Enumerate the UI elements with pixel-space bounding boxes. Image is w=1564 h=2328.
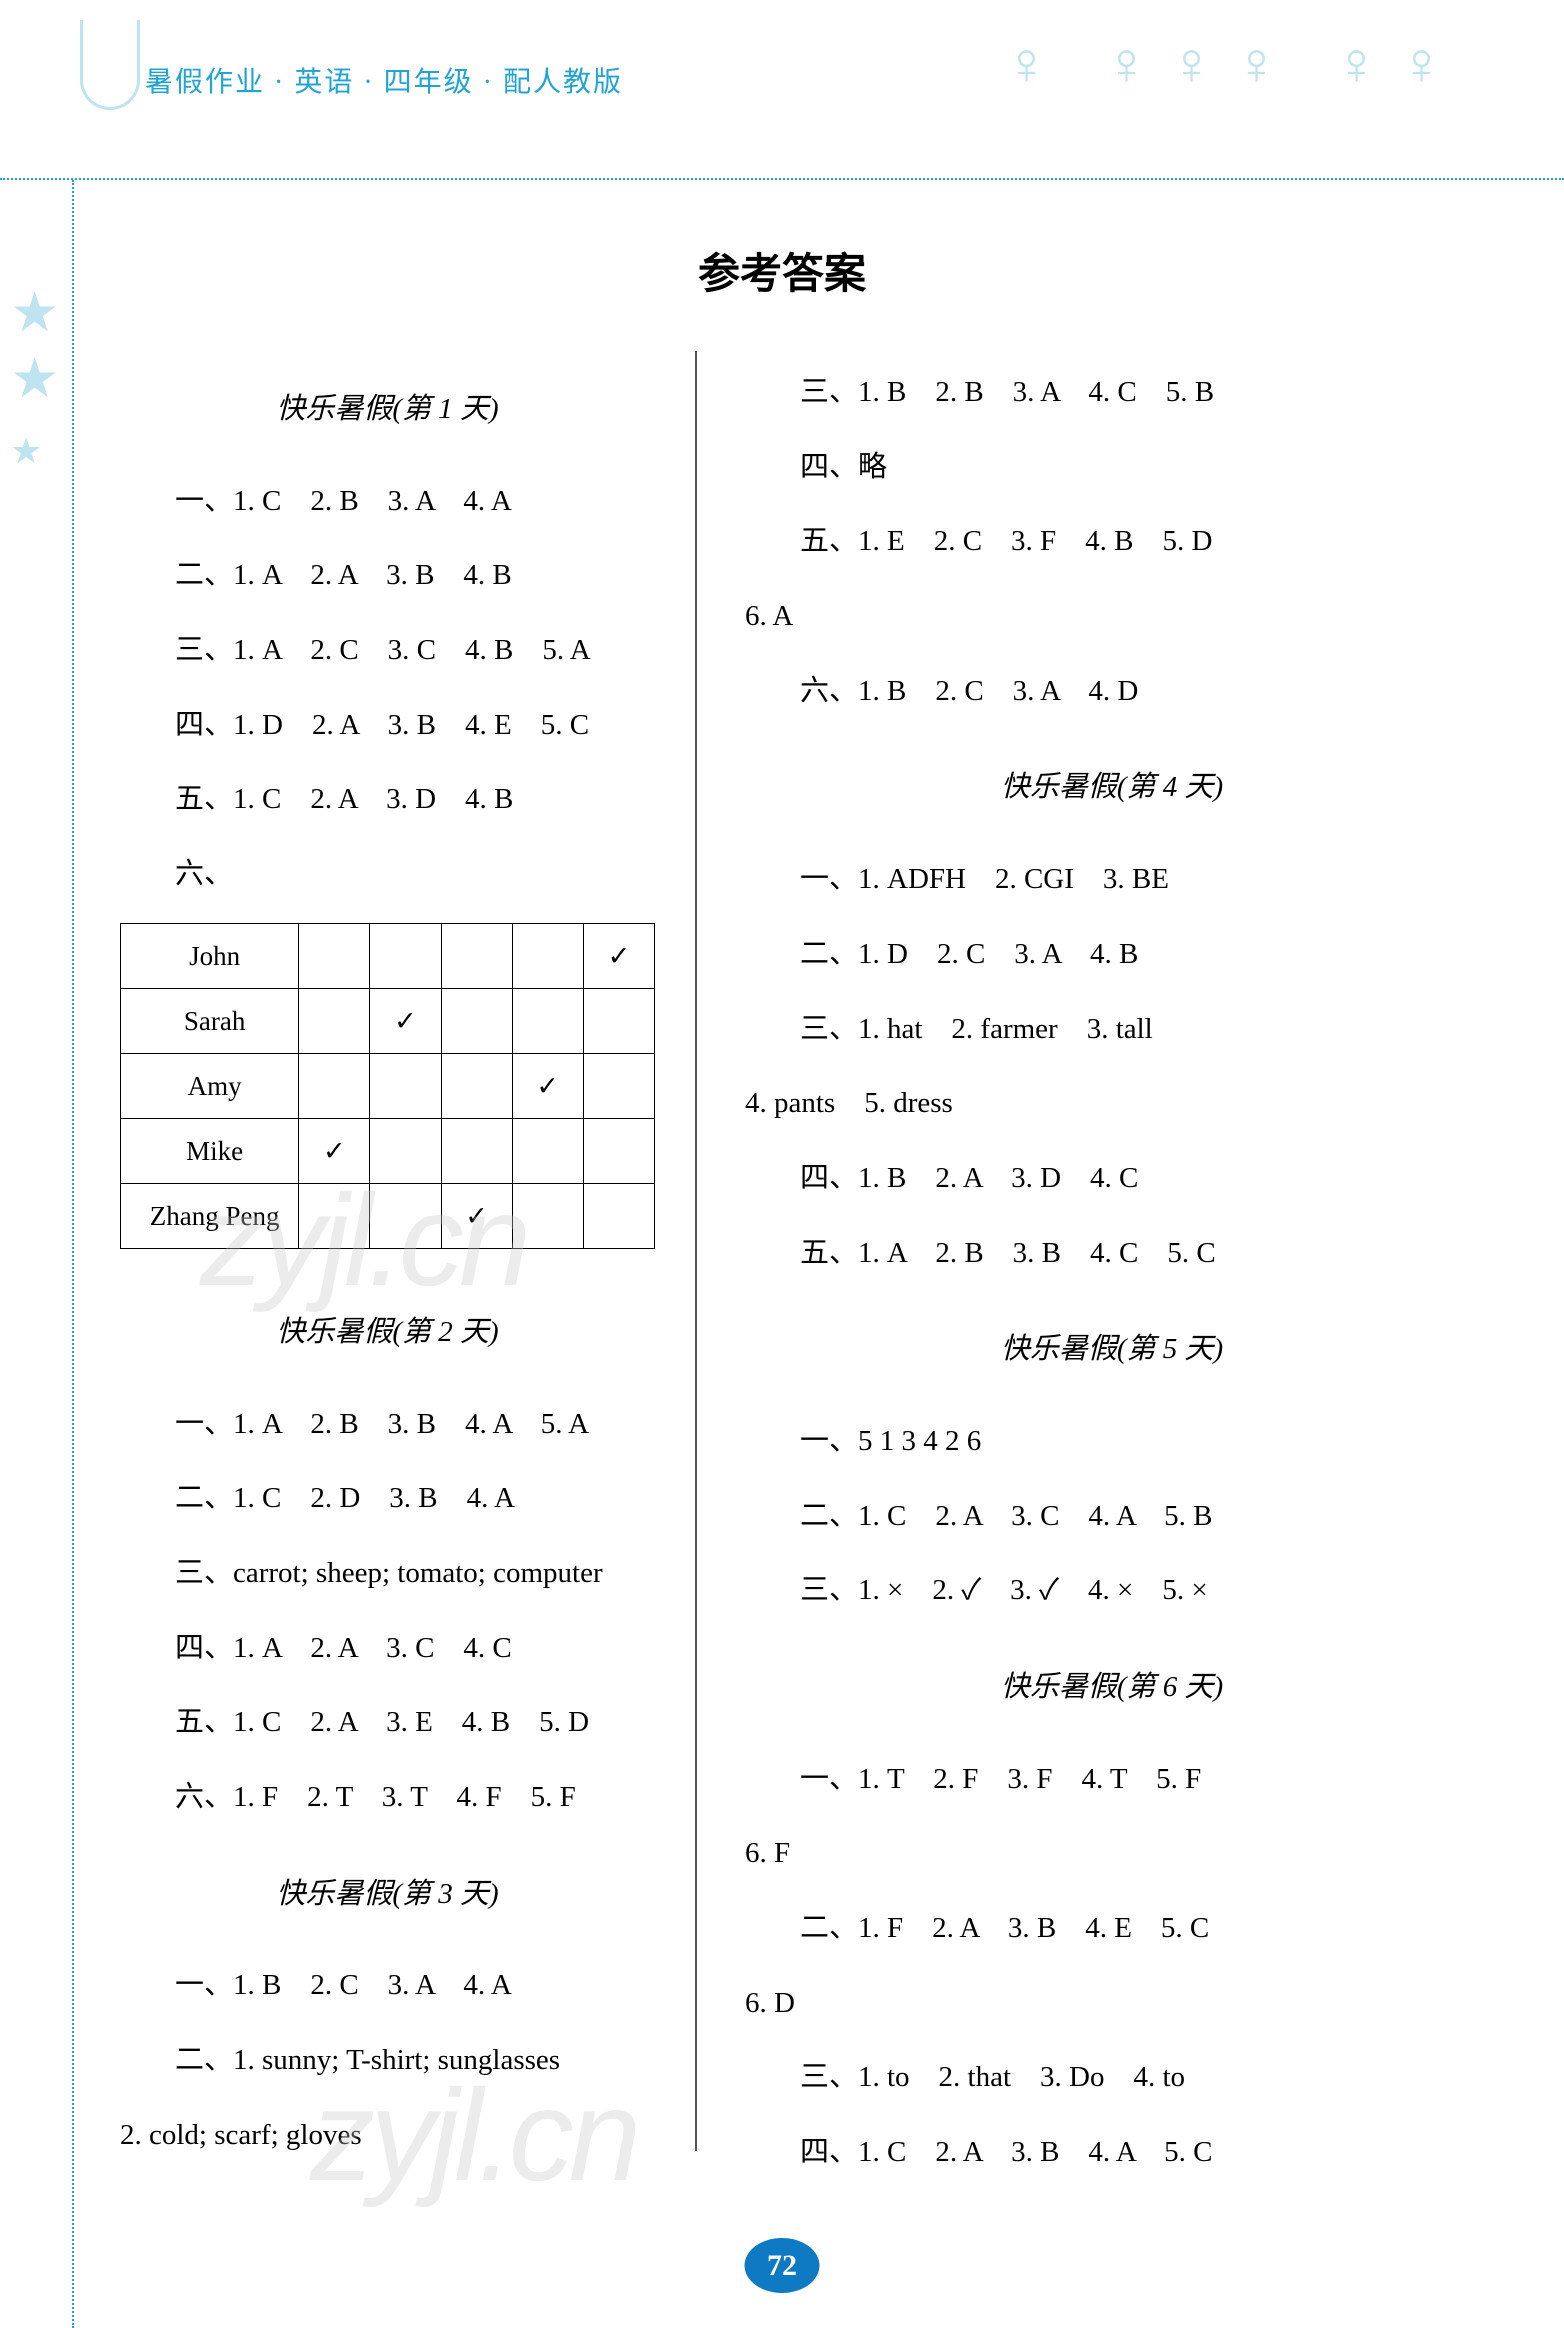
day4-line-1: 一、1. ADFH 2. CGI 3. BE (745, 846, 1479, 913)
day3r-line-3: 五、1. E 2. C 3. F 4. B 5. D (745, 508, 1479, 575)
day2-line-3: 三、carrot; sheep; tomato; computer (120, 1540, 655, 1607)
table-row: Amy ✓ (121, 1053, 655, 1118)
day1-line-5: 五、1. C 2. A 3. D 4. B (120, 766, 655, 833)
day3-line-1: 一、1. B 2. C 3. A 4. A (120, 1952, 655, 2019)
main-title: 参考答案 (0, 240, 1564, 301)
table-cell: ✓ (370, 988, 441, 1053)
day3r-line-1: 三、1. B 2. B 3. A 4. C 5. B (745, 359, 1479, 426)
table-row: Sarah ✓ (121, 988, 655, 1053)
table-cell (299, 988, 370, 1053)
table-cell-name: Mike (121, 1118, 299, 1183)
table-cell-name: John (121, 923, 299, 988)
table-cell (441, 988, 512, 1053)
table-cell (583, 988, 654, 1053)
day1-line-3: 三、1. A 2. C 3. C 4. B 5. A (120, 617, 655, 684)
day1-title: 快乐暑假(第 1 天) (120, 376, 655, 443)
table-cell-name: Amy (121, 1053, 299, 1118)
page-header: 暑假作业 · 英语 · 四年级 · 配人教版 ♀ ♀♀♀ ♀♀ (0, 0, 1564, 180)
table-cell (299, 1053, 370, 1118)
table-cell (512, 923, 583, 988)
right-column: 三、1. B 2. B 3. A 4. C 5. B 四、略 五、1. E 2.… (695, 351, 1479, 2194)
table-cell (583, 1053, 654, 1118)
table-cell (441, 923, 512, 988)
table-cell (441, 1118, 512, 1183)
table-row: Zhang Peng ✓ (121, 1183, 655, 1248)
table-cell (299, 923, 370, 988)
day3-title: 快乐暑假(第 3 天) (120, 1861, 655, 1928)
day2-line-6: 六、1. F 2. T 3. T 4. F 5. F (120, 1764, 655, 1831)
day6-title: 快乐暑假(第 6 天) (745, 1654, 1479, 1721)
table-cell: ✓ (299, 1118, 370, 1183)
day5-line-1: 一、5 1 3 4 2 6 (745, 1408, 1479, 1475)
table-cell (299, 1183, 370, 1248)
table-row: Mike ✓ (121, 1118, 655, 1183)
day4-title: 快乐暑假(第 4 天) (745, 754, 1479, 821)
table-cell: ✓ (583, 923, 654, 988)
day1-line-6: 六、 (120, 841, 655, 908)
header-ribbon-decoration (80, 20, 140, 110)
header-title: 暑假作业 · 英语 · 四年级 · 配人教版 (145, 60, 623, 100)
column-divider (695, 351, 697, 2151)
day2-line-5: 五、1. C 2. A 3. E 4. B 5. D (120, 1689, 655, 1756)
day6-line-2: 6. F (745, 1820, 1479, 1887)
table-cell (441, 1053, 512, 1118)
day3r-line-4: 6. A (745, 583, 1479, 650)
table-row: John ✓ (121, 923, 655, 988)
table-cell (512, 1183, 583, 1248)
header-plant-decoration: ♀ ♀♀♀ ♀♀ (1004, 30, 1464, 99)
day2-line-1: 一、1. A 2. B 3. B 4. A 5. A (120, 1391, 655, 1458)
content-area: 快乐暑假(第 1 天) 一、1. C 2. B 3. A 4. A 二、1. A… (0, 351, 1564, 2194)
day6-line-3: 二、1. F 2. A 3. B 4. E 5. C (745, 1895, 1479, 1962)
day3-line-2: 二、1. sunny; T-shirt; sunglasses (120, 2027, 655, 2094)
day4-line-2: 二、1. D 2. C 3. A 4. B (745, 921, 1479, 988)
table-cell (583, 1118, 654, 1183)
day3r-line-5: 六、1. B 2. C 3. A 4. D (745, 658, 1479, 725)
day4-line-4: 4. pants 5. dress (745, 1070, 1479, 1137)
day6-line-4: 6. D (745, 1970, 1479, 2037)
table-cell-name: Zhang Peng (121, 1183, 299, 1248)
day6-line-6: 四、1. C 2. A 3. B 4. A 5. C (745, 2119, 1479, 2186)
day5-line-2: 二、1. C 2. A 3. C 4. A 5. B (745, 1483, 1479, 1550)
table-cell (583, 1183, 654, 1248)
day3r-line-2: 四、略 (745, 434, 1479, 501)
table-cell (370, 1053, 441, 1118)
day5-line-3: 三、1. × 2. ✓ 3. ✓ 4. × 5. × (745, 1557, 1479, 1624)
table-cell-name: Sarah (121, 988, 299, 1053)
day2-title: 快乐暑假(第 2 天) (120, 1299, 655, 1366)
day1-line-2: 二、1. A 2. A 3. B 4. B (120, 542, 655, 609)
table-cell (512, 988, 583, 1053)
table-cell: ✓ (512, 1053, 583, 1118)
day5-title: 快乐暑假(第 5 天) (745, 1316, 1479, 1383)
day4-line-5: 四、1. B 2. A 3. D 4. C (745, 1145, 1479, 1212)
day1-line-4: 四、1. D 2. A 3. B 4. E 5. C (120, 692, 655, 759)
day3-line-3: 2. cold; scarf; gloves (120, 2102, 655, 2169)
day1-line-1: 一、1. C 2. B 3. A 4. A (120, 468, 655, 535)
table-cell (370, 1183, 441, 1248)
day4-line-3: 三、1. hat 2. farmer 3. tall (745, 996, 1479, 1063)
left-column: 快乐暑假(第 1 天) 一、1. C 2. B 3. A 4. A 二、1. A… (120, 351, 695, 2194)
day2-line-2: 二、1. C 2. D 3. B 4. A (120, 1465, 655, 1532)
page-number: 72 (745, 2238, 820, 2293)
day6-line-5: 三、1. to 2. that 3. Do 4. to (745, 2044, 1479, 2111)
table-cell (370, 923, 441, 988)
table-cell: ✓ (441, 1183, 512, 1248)
day4-line-6: 五、1. A 2. B 3. B 4. C 5. C (745, 1220, 1479, 1287)
table-cell (370, 1118, 441, 1183)
table-cell (512, 1118, 583, 1183)
day1-table: John ✓ Sarah ✓ Amy ✓ (120, 923, 655, 1249)
day6-line-1: 一、1. T 2. F 3. F 4. T 5. F (745, 1746, 1479, 1813)
day2-line-4: 四、1. A 2. A 3. C 4. C (120, 1615, 655, 1682)
